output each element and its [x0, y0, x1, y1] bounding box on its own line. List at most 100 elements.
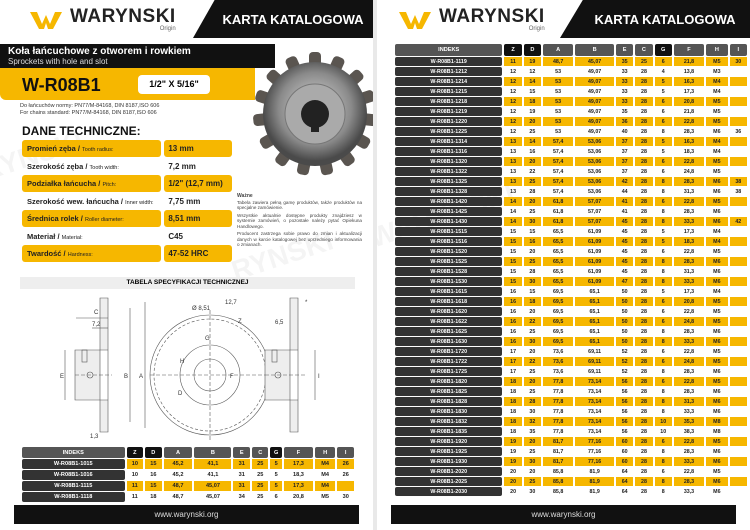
- table-cell: 45: [621, 228, 628, 235]
- table-cell: 69,5: [543, 297, 574, 306]
- table-row: W-R08B1-1314 13 14 57,4 53,06 37 28 5 16,3 M4: [395, 137, 747, 146]
- table-cell: 28: [635, 217, 653, 226]
- table-cell: 28: [641, 148, 647, 155]
- table-cell: 47: [616, 277, 634, 286]
- table-row: W-R08B1-1420 14 20 61,8 57,07 41 28 6 22,8 M5: [395, 197, 747, 206]
- table-cell: 28: [641, 248, 647, 255]
- table-cell: 10: [654, 417, 672, 426]
- index-cell: W-R08B1-1118: [22, 492, 125, 502]
- table-cell: 61,8: [543, 217, 574, 226]
- table-cell: 28: [641, 388, 647, 395]
- table-row: W-R08B1-1220 12 20 53 49,07 36 28 6 22,8 M5: [395, 117, 747, 126]
- table-row: W-R08B1-1835 18 35 77,8 73,14 56 28 10 38,3 M8: [395, 427, 747, 436]
- table-cell: 41,1: [207, 472, 219, 478]
- table-cell: 36: [735, 128, 742, 135]
- table-cell: 38: [735, 188, 742, 195]
- table-cell: 28: [641, 468, 647, 475]
- table-cell: M6: [706, 337, 728, 346]
- column-header: G: [654, 44, 672, 56]
- table-cell: 57,4: [552, 188, 564, 195]
- table-cell: 56: [621, 388, 628, 395]
- table-cell: 28: [635, 97, 653, 106]
- table-cell: 57,4: [543, 137, 574, 146]
- index-cell: W-R08B1-1016: [22, 470, 125, 480]
- tech-heading: DANE TECHNICZNE:: [22, 124, 141, 138]
- table-cell: 49,07: [575, 77, 615, 86]
- table-row: W-R08B1-1212 12 12 53 49,07 33 28 4 13,8 M3: [395, 67, 747, 76]
- table-cell: 28: [641, 328, 647, 335]
- table-cell: 15: [529, 288, 536, 295]
- table-row: W-R08B1-1015 10 15 45,2 41,1 31 25 5 17,3 M4 26: [22, 459, 354, 469]
- table-row: W-R08B1-1720 17 20 73,6 69,11 52 28 6 22,8 M5: [395, 347, 747, 356]
- table-cell: 6: [654, 157, 672, 166]
- index-cell: W-R08B1-1725: [395, 367, 503, 376]
- footer-url[interactable]: www.warynski.org: [14, 505, 359, 524]
- column-header: D: [145, 447, 162, 458]
- table-row: W-R08B1-1430 14 30 61,8 57,07 45 28 8 33,3 M6 42: [395, 217, 747, 226]
- table-cell: 8: [661, 208, 665, 215]
- tech-row: Szerokość zęba / Tooth width: 7,2 mm: [22, 158, 232, 175]
- table-cell: 33,3: [673, 457, 705, 466]
- table-row: W-R08B1-1930 19 30 81,7 77,16 60 28 8 33,3 M6: [395, 457, 747, 466]
- table-cell: 28: [641, 208, 647, 215]
- table-cell: 11: [131, 494, 138, 500]
- table-row: W-R08B1-1219 12 19 53 49,07 35 28 6 21,8 M5: [395, 107, 747, 116]
- column-header: D: [523, 44, 542, 56]
- table-cell: 16: [529, 148, 536, 155]
- table-cell: 33: [621, 68, 628, 75]
- table-cell: 77,16: [575, 457, 615, 466]
- table-cell: M5: [706, 97, 728, 106]
- brand-logo: WARYNSKI Origin: [30, 7, 176, 32]
- table-cell: 28: [641, 308, 647, 315]
- table-cell: 28: [641, 268, 647, 275]
- table-cell: 20: [523, 117, 542, 126]
- table-cell: 20,8: [292, 494, 304, 500]
- table-cell: 8: [661, 488, 665, 495]
- table-cell: 8: [661, 188, 665, 195]
- table-cell: 56: [621, 408, 628, 415]
- table-row: W-R08B1-1525 15 25 65,5 61,09 45 28 8 28,3 M6: [395, 257, 747, 266]
- table-cell: M6: [713, 208, 721, 215]
- footer-url[interactable]: www.warynski.org: [391, 505, 736, 524]
- table-cell: 33: [616, 97, 634, 106]
- table-cell: 45: [616, 217, 634, 226]
- table-cell: 69,11: [588, 348, 602, 355]
- table-cell: 28,3: [683, 368, 695, 375]
- table-cell: M4: [314, 459, 336, 469]
- table-cell: 65,1: [575, 297, 615, 306]
- table-cell: 31,3: [683, 188, 695, 195]
- index-cell: W-R08B1-1828: [395, 397, 503, 406]
- table-cell: 12: [504, 117, 522, 126]
- table-cell: [730, 387, 747, 396]
- table-cell: 11: [126, 481, 144, 491]
- table-row: W-R08B1-1722 17 22 73,6 69,11 52 28 6 24,8 M5: [395, 357, 747, 366]
- table-row: W-R08B1-2025 20 25 85,8 81,9 64 28 8 28,3 M6: [395, 477, 747, 486]
- table-cell: 65,5: [552, 268, 564, 275]
- index-cell: W-R08B1-1119: [395, 57, 503, 66]
- table-cell: 18: [523, 97, 542, 106]
- table-cell: 28,3: [683, 448, 695, 455]
- table-cell: 22,8: [683, 248, 695, 255]
- table-cell: 40: [621, 128, 628, 135]
- table-cell: 5: [661, 88, 665, 95]
- index-cell: W-R08B1-1618: [395, 297, 503, 306]
- table-cell: 69,5: [552, 328, 564, 335]
- table-cell: 73,14: [587, 388, 602, 395]
- table-cell: 16: [523, 237, 542, 246]
- table-cell: 41: [621, 208, 628, 215]
- table-cell: 11: [504, 57, 522, 66]
- table-cell: 38,3: [683, 428, 695, 435]
- table-cell: 21,8: [683, 108, 695, 115]
- table-cell: 65,5: [552, 248, 564, 255]
- table-cell: M5: [706, 437, 728, 446]
- spec-table-left: INDEKS Z D A B E C G F H I W-R08B1-1015 10 15 45,2 41,1…: [20, 446, 356, 503]
- table-cell: M6: [713, 328, 721, 335]
- table-row: W-R08B1-1328 13 28 57,4 53,06 44 28 8 31,3 M6 38: [395, 187, 747, 196]
- table-cell: 18,3: [292, 472, 304, 478]
- table-cell: [730, 227, 747, 236]
- tech-row: Twardość / Hardness: 47-52 HRC: [22, 245, 232, 262]
- table-cell: 8: [654, 177, 672, 186]
- column-header: A: [543, 44, 574, 56]
- table-cell: 45,07: [194, 481, 232, 491]
- table-row: W-R08B1-1620 16 20 69,5 65,1 50 28 6 22,8 M5: [395, 307, 747, 316]
